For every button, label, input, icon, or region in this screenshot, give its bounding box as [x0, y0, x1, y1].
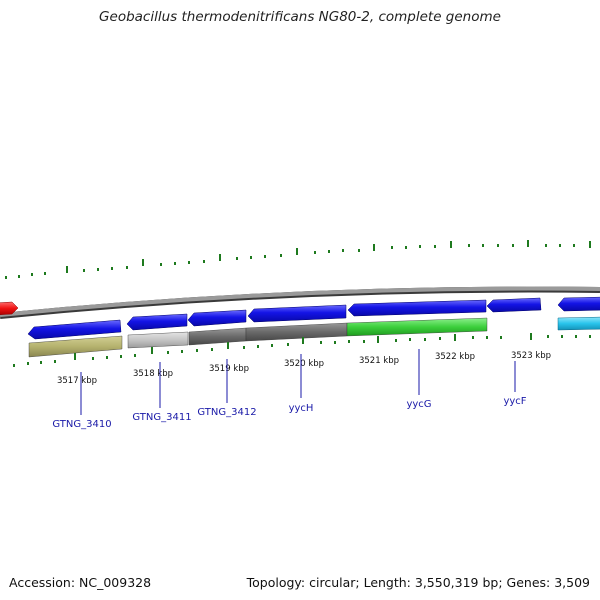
tick-label: 3521 kbp [359, 356, 399, 366]
tick-label: 3523 kbp [511, 351, 551, 361]
gene-label-yycF[interactable]: yycF [503, 396, 526, 407]
cyan-feature[interactable] [557, 316, 600, 331]
gene-bar-yycH[interactable] [245, 322, 348, 342]
kbp-labels: 3517 kbp 3518 kbp 3519 kbp 3520 kbp 3521… [57, 351, 551, 386]
cds-arrow[interactable] [187, 309, 247, 327]
gene-labels: GTNG_3410 GTNG_3411 GTNG_3412 yycH yycG … [52, 396, 526, 430]
tick-label: 3518 kbp [133, 369, 173, 379]
gene-bar-gtng-3412[interactable] [188, 327, 247, 346]
map-title: Geobacillus thermodenitrificans NG80-2, … [99, 9, 501, 25]
tick-label: 3522 kbp [435, 352, 475, 362]
inner-tick-row [13, 333, 591, 367]
gene-bar-yycG[interactable] [346, 317, 488, 337]
outer-tick-row [5, 240, 591, 279]
red-feature[interactable] [0, 301, 19, 315]
gene-label-gtng-3411[interactable]: GTNG_3411 [132, 412, 191, 423]
tick-label: 3520 kbp [284, 359, 324, 369]
cds-arrow[interactable] [247, 304, 347, 323]
cds-arrow[interactable] [486, 297, 542, 313]
cds-arrow[interactable] [557, 296, 600, 312]
cds-arrow[interactable] [126, 313, 188, 331]
tick-label: 3517 kbp [57, 376, 97, 386]
gene-track [28, 316, 600, 358]
gene-label-gtng-3410[interactable]: GTNG_3410 [52, 419, 111, 430]
genome-summary-text: Topology: circular; Length: 3,550,319 bp… [246, 575, 590, 590]
cds-arrow[interactable] [27, 319, 122, 340]
cds-track [27, 296, 600, 340]
gene-bar-gtng-3410[interactable] [28, 335, 123, 358]
gene-label-gtng-3412[interactable]: GTNG_3412 [197, 407, 256, 418]
tick-label: 3519 kbp [209, 364, 249, 374]
cds-arrow[interactable] [347, 299, 487, 317]
gene-bar-gtng-3411[interactable] [127, 331, 189, 349]
genome-backbone [0, 286, 600, 317]
gene-leaders [80, 349, 516, 415]
accession-text: Accession: NC_009328 [9, 575, 152, 590]
gene-label-yycH[interactable]: yycH [289, 403, 314, 414]
gene-label-yycG[interactable]: yycG [406, 399, 431, 410]
